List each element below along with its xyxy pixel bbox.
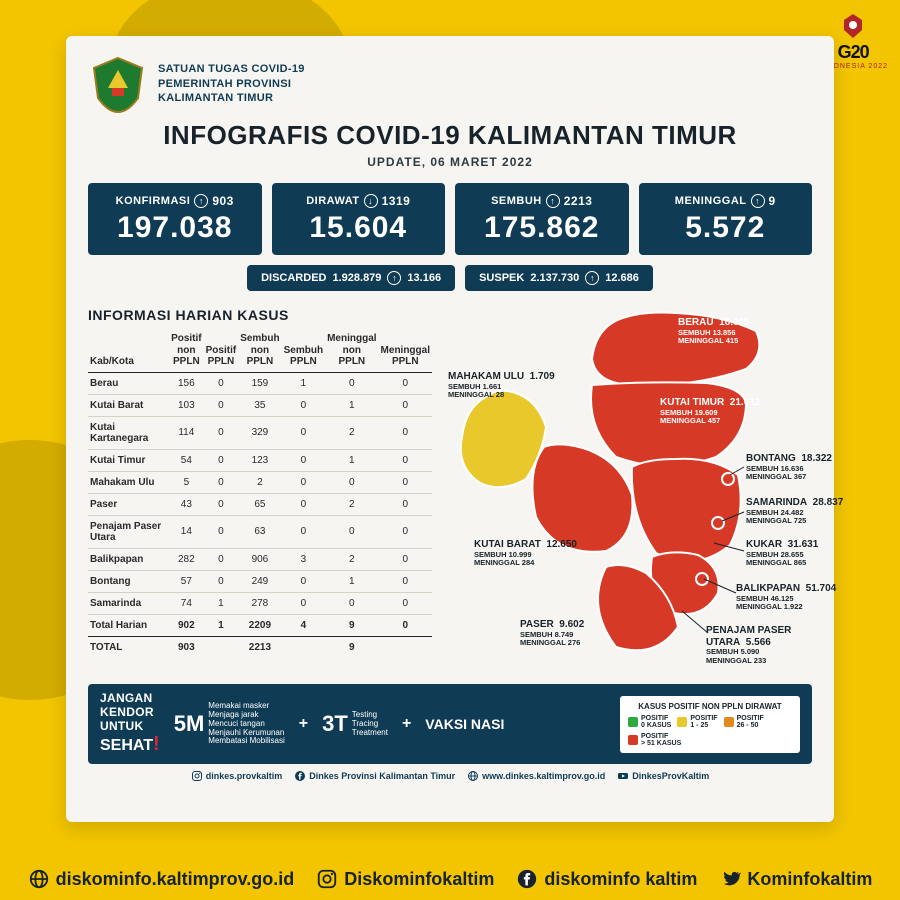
stat-delta: 2213 xyxy=(564,194,593,208)
stat-value: 15.604 xyxy=(280,211,438,245)
table-header: SembuhPPLN xyxy=(282,329,325,372)
table-row: Balikpapan2820906320 xyxy=(88,548,432,570)
bottom-link[interactable]: diskominfo.kaltimprov.go.id xyxy=(28,868,295,890)
table-heading: INFORMASI HARIAN KASUS xyxy=(88,307,432,323)
header-line-2: PEMERINTAH PROVINSI xyxy=(158,77,305,92)
map-region-label: BALIKPAPAN 51.704 SEMBUH 46.125 MENINGGA… xyxy=(736,583,836,612)
table-total: TOTAL90322139 xyxy=(88,636,432,658)
secondary-stats: DISCARDED1.928.879 ↑ 13.166 SUSPEK2.137.… xyxy=(88,265,812,291)
stat-box: KONFIRMASI ↑ 903 197.038 xyxy=(88,183,262,255)
table-row: Kutai Timur540123010 xyxy=(88,449,432,471)
update-date: UPDATE, 06 MARET 2022 xyxy=(88,155,812,169)
bottom-link[interactable]: diskominfo kaltim xyxy=(516,868,697,890)
tag-vaksi: VAKSI NASI xyxy=(425,717,504,732)
crest-icon xyxy=(88,54,148,114)
tag-3t: 3T TestingTracingTreatment xyxy=(322,711,388,737)
stat-delta: 903 xyxy=(212,194,234,208)
legend-item: POSITIF> 51 KASUS xyxy=(628,733,681,747)
social-link[interactable]: dinkes.provkaltim xyxy=(191,770,283,782)
map-region-label: PENAJAM PASER UTARA 5.566 SEMBUH 5.090 M… xyxy=(706,625,826,665)
table-header: PositifnonPPLN xyxy=(169,329,204,372)
arrow-icon: ↑ xyxy=(546,194,560,208)
table-header: Kab/Kota xyxy=(88,329,169,372)
slogan: JANGAN KENDOR UNTUK SEHAT! xyxy=(100,692,160,756)
arrow-icon: ↑ xyxy=(585,271,599,285)
map-region-label: PASER 9.602 SEMBUH 8.749 MENINGGAL 276 xyxy=(520,619,584,648)
infographic-card: SATUAN TUGAS COVID-19 PEMERINTAH PROVINS… xyxy=(66,36,834,822)
arrow-icon: ↓ xyxy=(364,194,378,208)
stat-label: DIRAWAT xyxy=(306,195,359,207)
daily-cases-table: Kab/KotaPositifnonPPLNPositifPPLNSembuhn… xyxy=(88,329,432,658)
table-row: Kutai Kartanegara1140329020 xyxy=(88,416,432,449)
stat-label: KONFIRMASI xyxy=(116,195,191,207)
map-region-label: KUTAI TIMUR 21.012 SEMBUH 19.609 MENINGG… xyxy=(660,397,760,426)
table-header: SembuhnonPPLN xyxy=(238,329,281,372)
legend-item: POSITIF0 KASUS xyxy=(628,715,671,729)
bottom-links: diskominfo.kaltimprov.go.id Diskominfokal… xyxy=(0,868,900,890)
legend-item: POSITIF1 - 25 xyxy=(677,715,717,729)
stat-box: SEMBUH ↑ 2213 175.862 xyxy=(455,183,629,255)
arrow-icon: ↑ xyxy=(387,271,401,285)
social-link[interactable]: DinkesProvKaltim xyxy=(617,770,709,782)
table-section: INFORMASI HARIAN KASUS Kab/KotaPositifno… xyxy=(88,307,432,672)
arrow-icon: ↑ xyxy=(194,194,208,208)
table-total-harian: Total Harian90212209490 xyxy=(88,614,432,636)
stat-value: 175.862 xyxy=(463,211,621,245)
card-socials: dinkes.provkaltim Dinkes Provinsi Kaliman… xyxy=(88,770,812,782)
social-link[interactable]: www.dinkes.kaltimprov.go.id xyxy=(467,770,605,782)
header: SATUAN TUGAS COVID-19 PEMERINTAH PROVINS… xyxy=(88,54,812,114)
table-row: Bontang570249010 xyxy=(88,570,432,592)
map-region-label: KUKAR 31.631 SEMBUH 28.655 MENINGGAL 865 xyxy=(746,539,818,568)
map-region-label: BERAU 16.005 SEMBUH 13.856 MENINGGAL 415 xyxy=(678,317,750,346)
legend-item: POSITIF26 - 50 xyxy=(724,715,764,729)
header-line-1: SATUAN TUGAS COVID-19 xyxy=(158,62,305,77)
kaltim-map xyxy=(446,307,826,667)
table-row: Paser43065020 xyxy=(88,493,432,515)
map-region-label: MAHAKAM ULU 1.709 SEMBUH 1.661 MENINGGAL… xyxy=(448,371,555,400)
stat-value: 197.038 xyxy=(96,211,254,245)
stat-box: MENINGGAL ↑ 9 5.572 xyxy=(639,183,813,255)
plus-icon: + xyxy=(299,715,308,733)
stat-label: SEMBUH xyxy=(491,195,542,207)
stat-value: 5.572 xyxy=(647,211,805,245)
stat-label: MENINGGAL xyxy=(675,195,747,207)
footer-bar: JANGAN KENDOR UNTUK SEHAT! 5M Memakai ma… xyxy=(88,684,812,764)
table-row: Berau1560159100 xyxy=(88,372,432,394)
social-link[interactable]: Dinkes Provinsi Kalimantan Timur xyxy=(294,770,455,782)
table-header: PositifPPLN xyxy=(204,329,239,372)
page-title: INFOGRAFIS COVID-19 KALIMANTAN TIMUR xyxy=(88,120,812,151)
map-region-label: BONTANG 18.322 SEMBUH 16.636 MENINGGAL 3… xyxy=(746,453,832,482)
plus-icon: + xyxy=(402,715,411,733)
bottom-link[interactable]: Kominfokaltim xyxy=(719,868,872,890)
tag-5m: 5M Memakai maskerMenjaga jarakMencuci ta… xyxy=(174,702,285,746)
map-legend: KASUS POSITIF NON PPLN DIRAWAT POSITIF0 … xyxy=(620,696,800,753)
table-row: Penajam Paser Utara14063000 xyxy=(88,515,432,548)
stat-delta: 1319 xyxy=(382,194,411,208)
stat-delta: 9 xyxy=(769,194,776,208)
stat-box: DIRAWAT ↓ 1319 15.604 xyxy=(272,183,446,255)
map-region-label: KUTAI BARAT 12.650 SEMBUH 10.999 MENINGG… xyxy=(474,539,577,568)
map-section: MAHAKAM ULU 1.709 SEMBUH 1.661 MENINGGAL… xyxy=(446,307,826,672)
secondary-pill: SUSPEK2.137.730 ↑ 12.686 xyxy=(465,265,653,291)
table-row: Samarinda741278000 xyxy=(88,592,432,614)
table-header: MeninggalnonPPLN xyxy=(325,329,378,372)
stats-row: KONFIRMASI ↑ 903 197.038 DIRAWAT ↓ 1319 … xyxy=(88,183,812,255)
map-region-label: SAMARINDA 28.837 SEMBUH 24.482 MENINGGAL… xyxy=(746,497,843,526)
secondary-pill: DISCARDED1.928.879 ↑ 13.166 xyxy=(247,265,455,291)
table-header: MeninggalPPLN xyxy=(379,329,432,372)
bottom-link[interactable]: Diskominfokaltim xyxy=(316,868,494,890)
arrow-icon: ↑ xyxy=(751,194,765,208)
table-row: Mahakam Ulu502000 xyxy=(88,471,432,493)
header-line-3: KALIMANTAN TIMUR xyxy=(158,91,305,106)
table-row: Kutai Barat103035010 xyxy=(88,394,432,416)
